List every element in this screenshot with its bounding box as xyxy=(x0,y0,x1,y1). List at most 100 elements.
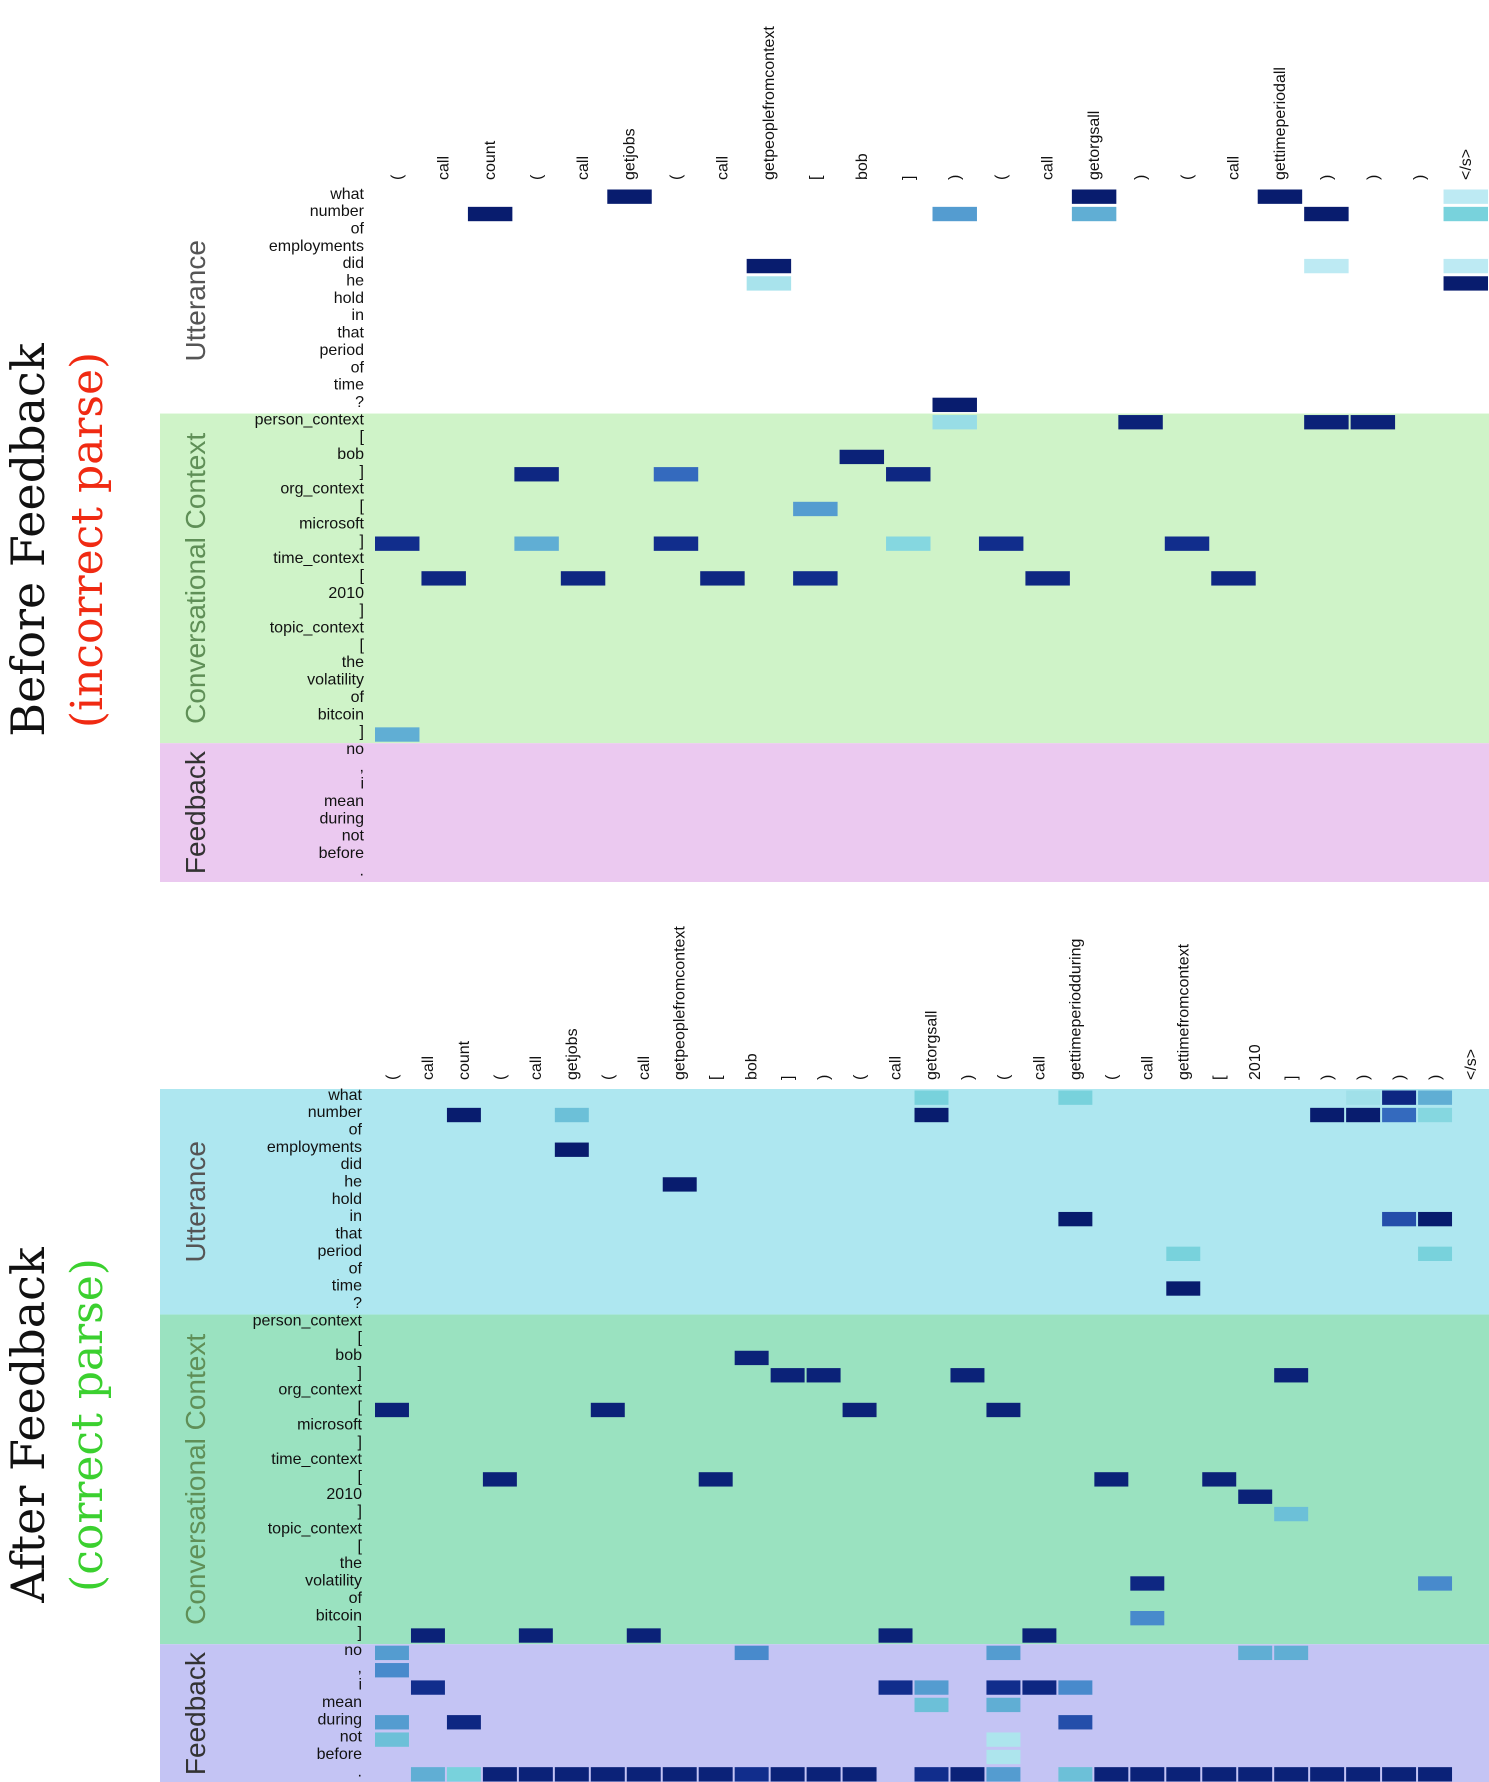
row-label: the xyxy=(342,654,364,671)
heatmap-cell xyxy=(626,1767,661,1782)
row-label: before xyxy=(319,845,364,862)
heatmap-cell xyxy=(746,276,792,291)
heatmap-cell xyxy=(653,467,699,482)
heatmap-cell xyxy=(1257,189,1303,204)
heatmap-cell xyxy=(950,1368,985,1383)
heatmap-cell xyxy=(1346,1767,1381,1782)
row-label: period xyxy=(318,1243,362,1260)
row-label: ] xyxy=(358,1503,362,1520)
column-label: ) xyxy=(1319,1075,1336,1080)
heatmap-cell xyxy=(1304,415,1349,430)
heatmap-cell xyxy=(1443,189,1488,204)
heatmap-cell xyxy=(878,1680,913,1695)
heatmap-cell xyxy=(653,536,699,551)
panel-subtitle: (correct parse) xyxy=(62,1258,113,1592)
heatmap-cell xyxy=(700,571,745,586)
heatmap-cell xyxy=(698,1472,733,1487)
row-label: what xyxy=(329,186,364,203)
column-label: </s> xyxy=(1463,1049,1480,1080)
row-label: ? xyxy=(353,1295,362,1312)
column-label: ) xyxy=(1427,1075,1444,1080)
heatmap-cell xyxy=(1310,1767,1345,1782)
row-label: mean xyxy=(324,793,364,810)
row-label: hold xyxy=(332,1191,362,1208)
row-label: person_context xyxy=(255,411,365,428)
row-label: of xyxy=(351,689,365,706)
row-label: employments xyxy=(267,1139,362,1156)
heatmap-cell xyxy=(1418,1090,1453,1105)
heatmap-cell xyxy=(886,536,931,551)
heatmap-cell xyxy=(914,1107,949,1123)
heatmap-cell xyxy=(560,571,606,586)
group-label: Feedback xyxy=(180,750,211,874)
row-label: he xyxy=(346,273,364,290)
row-label: hold xyxy=(334,290,364,307)
row-label: [ xyxy=(358,1538,363,1555)
heatmap-cell xyxy=(1382,1767,1417,1782)
heatmap-cell xyxy=(1382,1090,1417,1105)
row-label: during xyxy=(320,810,364,827)
row-label: of xyxy=(351,359,365,376)
group-label: Conversational Context xyxy=(180,1334,211,1625)
group-band-utterance xyxy=(160,1089,1489,1315)
heatmap-cell xyxy=(1130,1767,1165,1782)
heatmap-cell xyxy=(839,449,885,465)
heatmap-cell xyxy=(1202,1472,1237,1487)
column-label: bob xyxy=(854,153,871,180)
row-label: that xyxy=(335,1226,362,1243)
column-label: call xyxy=(888,1056,905,1080)
heatmap-cell xyxy=(554,1767,589,1782)
row-label: [ xyxy=(360,498,365,515)
heatmap-cell xyxy=(1022,1680,1057,1695)
group-label: Utterance xyxy=(180,1141,211,1262)
heatmap-cell xyxy=(554,1107,589,1123)
heatmap-cell xyxy=(446,1715,481,1730)
column-label: ) xyxy=(947,175,964,180)
column-label: call xyxy=(636,1056,653,1080)
heatmap-cell xyxy=(914,1680,949,1695)
column-label: </s> xyxy=(1458,149,1475,180)
heatmap-cell xyxy=(421,571,466,586)
row-label: of xyxy=(349,1590,363,1607)
row-label: . xyxy=(360,862,364,879)
heatmap-cell xyxy=(514,467,559,482)
row-label: bitcoin xyxy=(318,706,364,723)
heatmap-cell xyxy=(1166,1246,1201,1261)
column-label: ) xyxy=(1391,1075,1408,1080)
row-label: . xyxy=(358,1763,362,1780)
row-label: in xyxy=(352,307,364,324)
row-label: ] xyxy=(358,1434,362,1451)
heatmap-cell xyxy=(626,1628,661,1643)
row-label: [ xyxy=(360,567,365,584)
row-label: mean xyxy=(322,1694,362,1711)
column-label: getorgsall xyxy=(924,1011,941,1080)
heatmap-cell xyxy=(986,1732,1021,1747)
column-label: call xyxy=(575,156,592,180)
column-label: call xyxy=(1225,156,1242,180)
heatmap-cell xyxy=(950,1767,985,1782)
heatmap-cell xyxy=(410,1767,445,1782)
row-label: [ xyxy=(358,1468,363,1485)
heatmap-cell xyxy=(1166,1767,1201,1782)
row-label: time_context xyxy=(271,1451,362,1468)
row-label: number xyxy=(310,203,365,220)
column-label: getorgsall xyxy=(1086,111,1103,180)
heatmap-cell xyxy=(1238,1489,1273,1504)
column-label: getjobs xyxy=(564,1028,581,1080)
row-label: period xyxy=(320,342,364,359)
row-label: bitcoin xyxy=(316,1607,362,1624)
row-label: not xyxy=(342,828,365,845)
heatmap-cell xyxy=(662,1177,697,1192)
heatmap-cell xyxy=(932,206,977,222)
row-label: what xyxy=(327,1087,362,1104)
column-label: getpeoplefromcontext xyxy=(672,926,689,1080)
heatmap-cell xyxy=(1058,1715,1093,1730)
heatmap-cell xyxy=(986,1767,1021,1782)
row-label: ] xyxy=(360,602,364,619)
heatmap-cell xyxy=(1130,1576,1165,1591)
column-label: ) xyxy=(1133,175,1150,180)
row-label: did xyxy=(341,1156,362,1173)
heatmap-cell xyxy=(1130,1611,1165,1626)
heatmap-cell xyxy=(590,1767,625,1782)
